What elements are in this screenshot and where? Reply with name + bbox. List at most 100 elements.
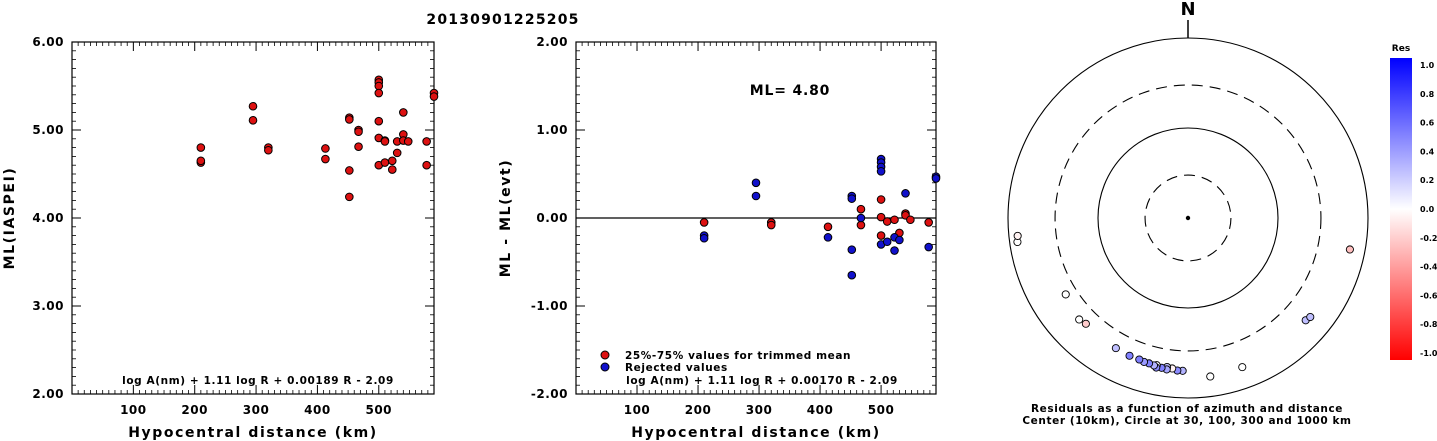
legend-trimmed-label: 25%-75% values for trimmed mean	[625, 350, 851, 362]
legend-rejected-marker	[600, 362, 610, 372]
trimmed-residual-point	[856, 220, 866, 230]
legend-trimmed-marker	[600, 350, 610, 360]
ml-point	[374, 88, 384, 98]
ring-300km	[1054, 84, 1322, 352]
ml-y-tick-label: 4.00	[32, 211, 64, 225]
rejected-residual-point	[847, 270, 857, 280]
ml-point	[380, 158, 390, 167]
station-residual-point	[1206, 372, 1215, 381]
colorbar: Res 1.0 0.8 0.6 0.4 0.2 0.0 -0.2 -0.4 -0.6 -0.8 -1…	[1390, 44, 1437, 360]
ml-x-tick-label: 200	[181, 403, 208, 417]
colorbar-title: Res	[1392, 44, 1410, 54]
colorbar-tick-label: 0.6	[1420, 119, 1435, 128]
station-residual-point	[1081, 319, 1090, 328]
ml-point	[354, 142, 363, 152]
trimmed-residual-point	[882, 217, 892, 226]
trimmed-residual-point	[823, 222, 833, 232]
ml-event-annotation: ML= 4.80	[750, 83, 830, 99]
trimmed-residual-point	[890, 215, 899, 225]
residual-x-axis-label: Hypocentral distance (km)	[631, 425, 881, 441]
station-residual-point	[1061, 290, 1070, 299]
rejected-residual-point	[751, 191, 761, 201]
epicenter-dot	[1185, 215, 1191, 221]
residual-x-tick-label: 500	[868, 403, 895, 417]
station-residual-point	[1075, 315, 1084, 324]
polar-caption-line2: Center (10km), Circle at 30, 100, 300 an…	[1022, 415, 1351, 427]
ml-y-axis-label: ML(IASPEI)	[2, 167, 18, 270]
residual-y-tick-label: 1.00	[536, 123, 568, 137]
north-label: N	[1180, 0, 1195, 20]
event-title: 20130901225205	[426, 12, 579, 28]
residual-y-tick-label: -1.00	[531, 299, 568, 313]
rejected-residual-point	[882, 237, 892, 247]
ml-point	[196, 156, 206, 166]
trimmed-residual-point	[876, 195, 886, 204]
rejected-residual-point	[901, 189, 910, 198]
ml-point	[345, 192, 354, 202]
ml-point	[374, 81, 384, 91]
ml-point	[380, 137, 390, 146]
ml-point	[374, 116, 384, 126]
colorbar-tick-label: -0.8	[1420, 320, 1437, 329]
residual-y-tick-label: -2.00	[531, 387, 568, 401]
ml-y-tick-label: 3.00	[32, 299, 64, 313]
trimmed-residual-point	[876, 212, 886, 222]
polar-caption-line1: Residuals as a function of azimuth and d…	[1031, 403, 1343, 415]
colorbar-tick-label: 0.8	[1420, 90, 1435, 99]
residual-panel: -2.00 -1.00 0.00 1.00 2.00 100 200 300 400 500 M…	[498, 35, 941, 441]
colorbar-gradient	[1390, 58, 1412, 360]
rejected-residual-point	[931, 174, 941, 183]
rejected-residual-point	[895, 235, 904, 245]
ml-point	[321, 144, 330, 153]
ml-point	[422, 137, 431, 146]
rejected-residual-point	[751, 178, 761, 188]
legend-rejected-label: Rejected values	[625, 362, 728, 374]
ring-100km	[1097, 127, 1279, 309]
rejected-residual-point	[847, 245, 857, 254]
ml-point	[399, 108, 408, 117]
trimmed-residual-point	[856, 204, 866, 214]
ml-point	[429, 92, 439, 101]
ml-point	[422, 160, 431, 170]
station-residual-point	[1238, 363, 1247, 372]
trimmed-residual-point	[766, 220, 776, 230]
colorbar-tick-label: -0.2	[1420, 234, 1437, 243]
trimmed-residual-point	[699, 218, 709, 227]
colorbar-tick-label: 0.2	[1420, 176, 1434, 185]
ring-30km	[1144, 174, 1232, 262]
station-residual-point	[1306, 312, 1315, 322]
ml-formula: log A(nm) + 1.11 log R + 0.00189 R - 2.0…	[122, 375, 394, 387]
ml-point	[387, 156, 397, 166]
ml-x-tick-label: 300	[243, 403, 270, 417]
ml-point	[248, 116, 258, 125]
ml-x-tick-label: 100	[120, 403, 147, 417]
ml-point	[354, 127, 363, 137]
residual-x-tick-label: 100	[624, 403, 651, 417]
station-residual-point	[1345, 245, 1354, 254]
rejected-residual-point	[823, 233, 833, 242]
colorbar-tick-label: 0.4	[1420, 147, 1435, 156]
colorbar-tick-label: 1.0	[1420, 61, 1435, 70]
colorbar-tick-label: -0.6	[1420, 291, 1437, 300]
rejected-residual-point	[890, 246, 899, 255]
residual-x-tick-label: 400	[807, 403, 834, 417]
ml-y-tick-label: 5.00	[32, 123, 64, 137]
trimmed-residual-point	[924, 218, 933, 227]
rejected-residual-point	[876, 167, 886, 176]
trimmed-residual-point	[906, 215, 915, 225]
station-residual-point	[1013, 231, 1022, 240]
rejected-residual-point	[856, 213, 866, 223]
colorbar-tick-label: 0.0	[1420, 205, 1435, 214]
residual-x-tick-label: 200	[685, 403, 712, 417]
colorbar-tick-label: -0.4	[1420, 263, 1437, 272]
residual-y-tick-label: 0.00	[536, 211, 568, 225]
ml-point	[345, 115, 354, 124]
residual-y-axis-label: ML - ML(evt)	[498, 159, 514, 278]
residual-formula: log A(nm) + 1.11 log R + 0.00170 R - 2.0…	[626, 375, 898, 387]
ml-y-tick-label: 6.00	[32, 35, 64, 49]
ml-x-axis-label: Hypocentral distance (km)	[128, 425, 378, 441]
ml-point	[264, 145, 273, 155]
ml-panel: 2.00 3.00 4.00 5.00 6.00 100 200 300 400 500 log…	[2, 35, 439, 441]
ml-y-tick-label: 2.00	[32, 387, 64, 401]
